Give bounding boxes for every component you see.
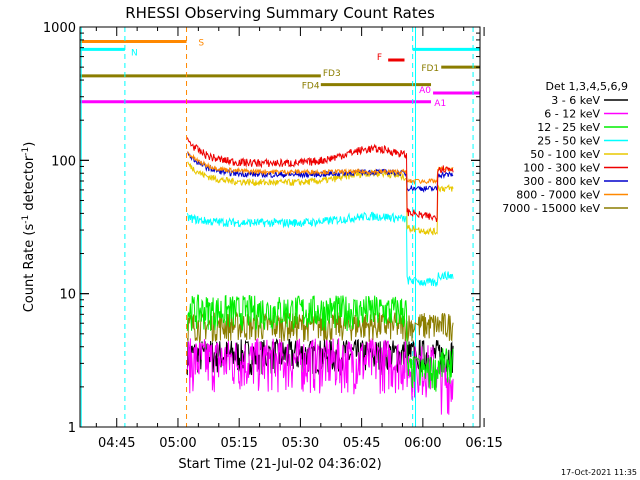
- legend-label: 300 - 800 keV: [523, 175, 600, 188]
- legend-label: 50 - 100 keV: [530, 148, 600, 161]
- x-tick-label: 05:00: [159, 436, 196, 451]
- flag-label-fd1: FD1: [421, 64, 439, 74]
- legend-label: 6 - 12 keV: [544, 108, 600, 121]
- x-tick-label: 05:45: [343, 436, 380, 451]
- flag-label-s: S: [198, 38, 204, 48]
- series-line: [186, 137, 454, 222]
- tick-layer: [80, 26, 485, 428]
- x-tick-label: 05:30: [282, 436, 319, 451]
- series-layer: [186, 137, 454, 415]
- x-tick-label: 04:45: [98, 436, 135, 451]
- legend-label: 800 - 7000 keV: [516, 189, 600, 202]
- x-tick-label: 06:00: [404, 436, 441, 451]
- y-tick-labels: 1 10 100 1000: [43, 21, 76, 436]
- flag-label-a0: A0: [419, 86, 431, 96]
- legend-label: 100 - 300 keV: [523, 162, 600, 175]
- y-tick-label: 100: [51, 154, 76, 169]
- legend-title: Det 1,3,4,5,6,9: [545, 80, 628, 93]
- flag-label-a1: A1: [434, 99, 446, 109]
- footer-date: 17-Oct-2021 11:35: [561, 468, 637, 477]
- legend-label: 25 - 50 keV: [537, 135, 600, 148]
- flag-label-f: F: [377, 53, 382, 63]
- flag-label-fd3: FD3: [323, 69, 341, 79]
- legend-label: 12 - 25 keV: [537, 121, 600, 134]
- legend-label: 3 - 6 keV: [551, 94, 600, 107]
- series-line: [186, 211, 454, 287]
- x-tick-labels: 04:45 05:00 05:15 05:30 05:45 06:00 06:15: [98, 436, 503, 451]
- x-axis-label: Start Time (21-Jul-02 04:36:02): [178, 457, 381, 472]
- x-tick-label: 06:15: [465, 436, 502, 451]
- series-line: [186, 337, 454, 415]
- y-axis-label: Count Rate (s-1 detector-1): [21, 142, 37, 313]
- y-tick-label: 10: [59, 288, 76, 303]
- chart-title: RHESSI Observing Summary Count Rates: [125, 4, 435, 22]
- flag-label-n: N: [131, 48, 138, 58]
- y-tick-label: 1: [68, 421, 76, 436]
- flag-label-fd4: FD4: [302, 82, 320, 92]
- legend-label: 7000 - 15000 keV: [502, 202, 600, 215]
- y-tick-label: 1000: [43, 21, 76, 36]
- x-tick-label: 05:15: [220, 436, 257, 451]
- series-line: [186, 294, 454, 392]
